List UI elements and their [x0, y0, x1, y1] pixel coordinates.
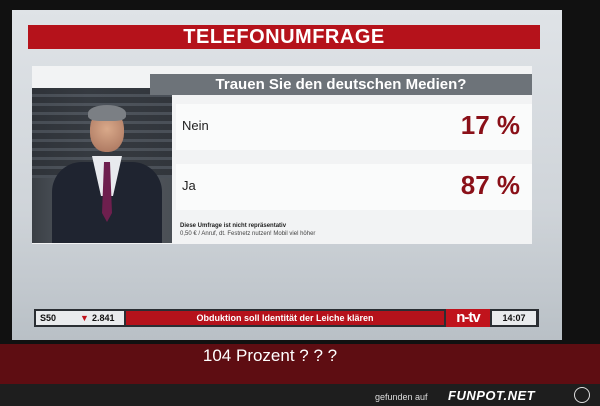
footer-bar	[0, 384, 600, 406]
answer-row-ja: Ja 87 %	[176, 164, 532, 210]
stock-symbol: S50	[40, 313, 57, 323]
disclaimer-line-2: 0,50 € / Anruf, dt. Festnetz nutzen! Mob…	[180, 231, 316, 237]
ticker-headline: Obduktion soll Identität der Leiche klär…	[126, 311, 444, 325]
ntv-logo: n-tv	[446, 309, 490, 327]
stock-value: 2.841	[92, 313, 115, 323]
answer-label: Ja	[182, 178, 196, 193]
answer-label: Nein	[182, 118, 209, 133]
anchor-hair	[88, 105, 126, 121]
funpot-logo: FUNPOT.NET	[448, 388, 536, 403]
anchor-tie	[102, 162, 112, 222]
stock-ticker: S50 ▼ 2.841	[36, 311, 124, 325]
disclaimer-line-1: Diese Umfrage ist nicht repräsentativ	[180, 223, 287, 229]
survey-disclaimer: Diese Umfrage ist nicht repräsentativ 0,…	[180, 222, 315, 238]
survey-title: TELEFONUMFRAGE	[28, 25, 540, 49]
smiley-icon	[574, 387, 590, 403]
answer-percent: 17 %	[460, 110, 520, 140]
found-on-label: gefunden auf	[375, 392, 428, 402]
down-arrow-icon: ▼	[80, 313, 89, 323]
survey-question: Trauen Sie den deutschen Medien?	[150, 74, 532, 95]
answer-row-nein: Nein 17 %	[176, 104, 532, 150]
meme-caption: 104 Prozent ? ? ?	[202, 346, 338, 365]
broadcast-time: 14:07	[492, 311, 536, 325]
answer-percent: 87 %	[460, 170, 520, 200]
news-anchor-image	[32, 88, 172, 243]
